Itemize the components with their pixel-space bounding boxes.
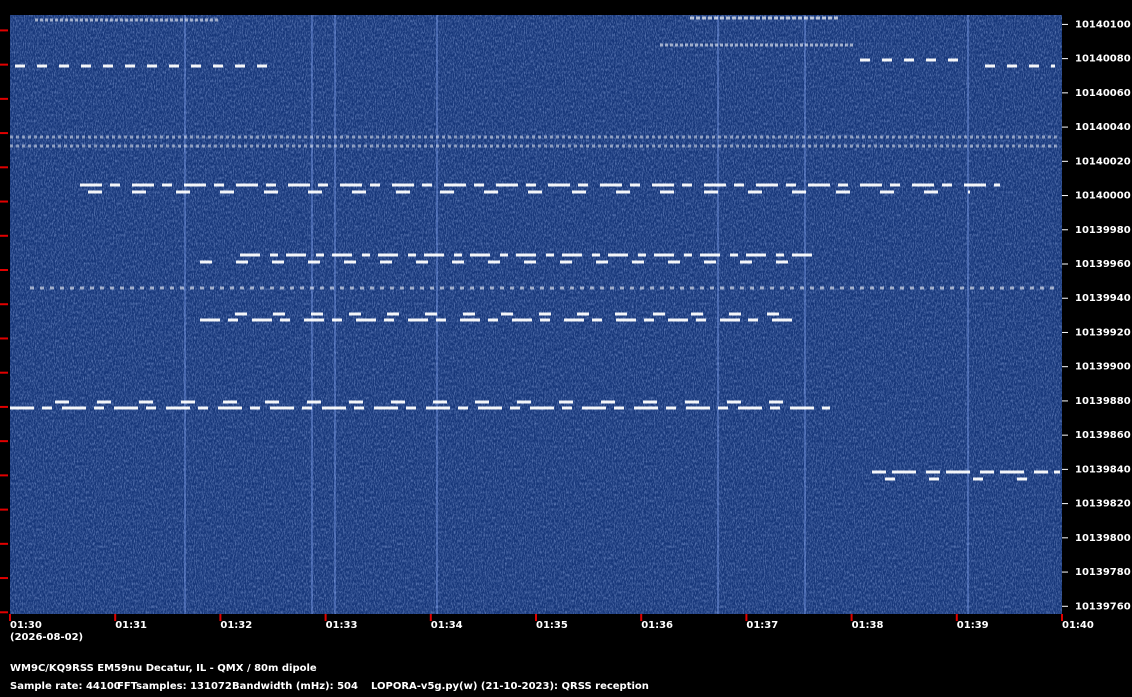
x-tick-label: 01:36 <box>641 620 673 631</box>
y-tick-label: 10139960 <box>1075 259 1131 270</box>
noise <box>10 15 1062 614</box>
y-tick-label: 10140040 <box>1075 122 1131 133</box>
sample-rate: Sample rate: 44100 <box>10 681 121 692</box>
signal-traces <box>10 16 1060 481</box>
fft-samples: FFTsamples: 131072 <box>117 681 232 692</box>
software-label: LOPORA-v5g.py(w) (21-10-2023): QRSS rece… <box>371 681 649 692</box>
y-tick-label: 10139860 <box>1075 430 1131 441</box>
bandwidth: Bandwidth (mHz): 504 <box>232 681 358 692</box>
date-label: (2026-08-02) <box>10 632 83 643</box>
y-tick-label: 10140000 <box>1075 191 1131 202</box>
y-tick-label: 10139760 <box>1075 601 1131 612</box>
x-tick-label: 01:32 <box>220 620 252 631</box>
y-tick-label: 10140100 <box>1075 19 1131 30</box>
station-label: WM9C/KQ9RSS EM59nu Decatur, IL - QMX / 8… <box>10 663 317 674</box>
y-tick-label: 10139920 <box>1075 327 1131 338</box>
x-tick-label: 01:38 <box>852 620 884 631</box>
y-tick-label: 10139940 <box>1075 293 1131 304</box>
x-tick-label: 01:31 <box>115 620 147 631</box>
x-tick-label: 01:35 <box>536 620 568 631</box>
y-tick-label: 10140080 <box>1075 54 1131 65</box>
y-tick-label: 10139780 <box>1075 567 1131 578</box>
y-tick-label: 10139840 <box>1075 464 1131 475</box>
x-tick-label: 01:34 <box>431 620 463 631</box>
x-tick-label: 01:37 <box>746 620 778 631</box>
y-tick-label: 10139900 <box>1075 362 1131 373</box>
x-tick-label: 01:39 <box>957 620 989 631</box>
x-tick-label: 01:40 <box>1062 620 1094 631</box>
y-tick-label: 10139820 <box>1075 499 1131 510</box>
x-tick-label: 01:30 <box>10 620 42 631</box>
x-tick-label: 01:33 <box>326 620 358 631</box>
y-tick-label: 10140020 <box>1075 156 1131 167</box>
y-tick-label: 10140060 <box>1075 88 1131 99</box>
y-tick-label: 10139880 <box>1075 396 1131 407</box>
y-tick-label: 10139800 <box>1075 533 1131 544</box>
y-tick-label: 10139980 <box>1075 225 1131 236</box>
